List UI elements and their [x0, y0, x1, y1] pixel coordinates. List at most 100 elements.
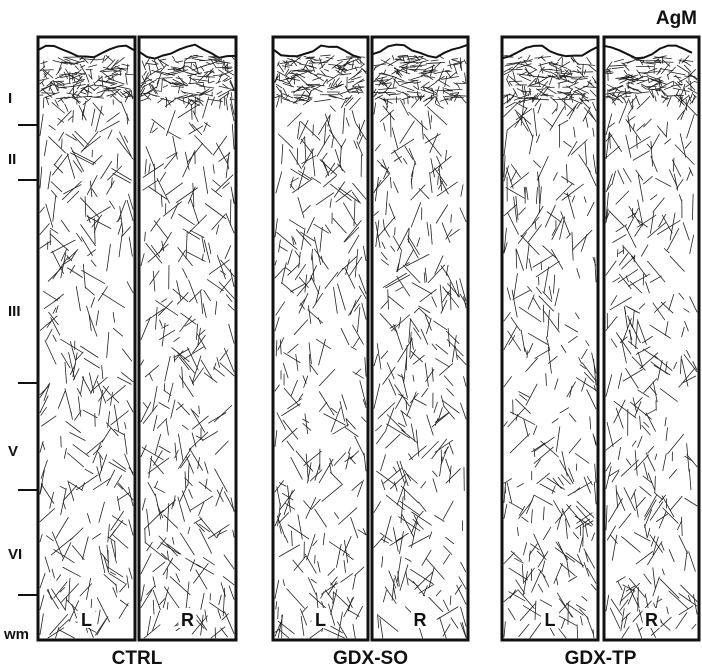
- fiber: [316, 338, 332, 350]
- fiber: [421, 549, 432, 566]
- fiber: [413, 307, 420, 314]
- fiber: [445, 264, 449, 276]
- fiber: [100, 70, 113, 81]
- fiber: [398, 516, 421, 532]
- fiber: [159, 329, 176, 340]
- fiber: [352, 574, 356, 590]
- fiber: [348, 294, 362, 316]
- fiber: [287, 112, 302, 127]
- fiber: [282, 362, 289, 379]
- fiber: [215, 60, 231, 64]
- fiber: [430, 89, 438, 95]
- fiber: [611, 470, 620, 483]
- fiber: [141, 60, 146, 71]
- fiber: [344, 97, 354, 107]
- fiber: [691, 624, 697, 630]
- fiber: [585, 116, 589, 128]
- fiber: [545, 204, 556, 228]
- fiber: [412, 518, 424, 530]
- fiber: [433, 401, 438, 414]
- fiber: [230, 92, 233, 99]
- fiber: [44, 96, 50, 100]
- fiber: [325, 56, 334, 60]
- fiber: [52, 60, 68, 65]
- fiber: [533, 160, 541, 168]
- fiber: [330, 625, 343, 634]
- fiber: [627, 105, 634, 115]
- fiber: [442, 400, 460, 414]
- fiber: [513, 196, 518, 223]
- fiber: [639, 59, 644, 66]
- fiber: [330, 407, 338, 414]
- layer-label: II: [8, 151, 16, 168]
- fiber: [636, 103, 643, 110]
- fiber: [581, 362, 597, 382]
- fiber: [361, 302, 367, 320]
- fiber: [307, 91, 312, 98]
- fiber: [686, 443, 690, 472]
- fiber: [156, 90, 162, 92]
- fiber: [676, 178, 684, 190]
- hemisphere-label: L: [81, 610, 92, 630]
- fiber: [45, 328, 53, 341]
- fiber: [536, 155, 549, 181]
- fiber: [559, 61, 571, 69]
- fiber: [576, 99, 584, 110]
- fiber: [171, 502, 174, 510]
- fiber: [351, 191, 361, 204]
- fiber: [65, 68, 70, 76]
- fiber: [301, 606, 308, 614]
- fiber: [667, 66, 676, 76]
- fiber: [274, 579, 280, 599]
- fiber: [445, 458, 452, 474]
- fiber: [553, 274, 556, 294]
- fiber: [383, 69, 387, 74]
- fiber: [140, 553, 152, 575]
- fiber: [536, 88, 546, 90]
- fiber: [659, 87, 668, 96]
- fiber: [503, 99, 521, 117]
- fiber: [159, 319, 163, 327]
- fiber: [153, 450, 163, 466]
- fiber: [444, 96, 464, 99]
- fiber: [278, 239, 281, 253]
- fiber: [52, 80, 59, 92]
- fiber: [395, 394, 404, 409]
- fiber: [91, 533, 101, 540]
- fiber: [605, 316, 618, 331]
- fiber: [156, 73, 162, 85]
- fiber: [542, 506, 545, 521]
- fiber: [51, 568, 55, 579]
- fiber: [152, 576, 156, 588]
- fiber: [344, 66, 360, 72]
- fiber: [171, 68, 178, 71]
- fiber: [561, 183, 584, 201]
- fiber: [192, 415, 209, 430]
- fiber: [538, 61, 553, 66]
- fiber: [292, 179, 312, 194]
- fiber: [126, 400, 134, 413]
- fiber: [531, 205, 544, 225]
- fiber: [103, 555, 110, 573]
- fiber: [410, 201, 422, 228]
- fiber: [650, 140, 653, 167]
- fiber: [655, 177, 672, 187]
- fiber: [606, 84, 621, 92]
- fiber: [642, 475, 653, 484]
- fiber: [338, 187, 360, 203]
- fiber: [513, 94, 530, 101]
- fiber: [423, 133, 442, 157]
- fiber: [615, 190, 630, 205]
- fiber: [148, 163, 151, 174]
- fiber: [204, 461, 209, 474]
- group-label: GDX-SO: [333, 648, 408, 669]
- fiber: [625, 368, 639, 389]
- fiber: [516, 112, 529, 132]
- fiber: [39, 395, 49, 414]
- fiber: [325, 162, 336, 178]
- fiber: [301, 155, 317, 164]
- fiber: [546, 211, 562, 223]
- fiber: [318, 368, 336, 387]
- fiber: [224, 63, 229, 68]
- fiber: [419, 288, 437, 303]
